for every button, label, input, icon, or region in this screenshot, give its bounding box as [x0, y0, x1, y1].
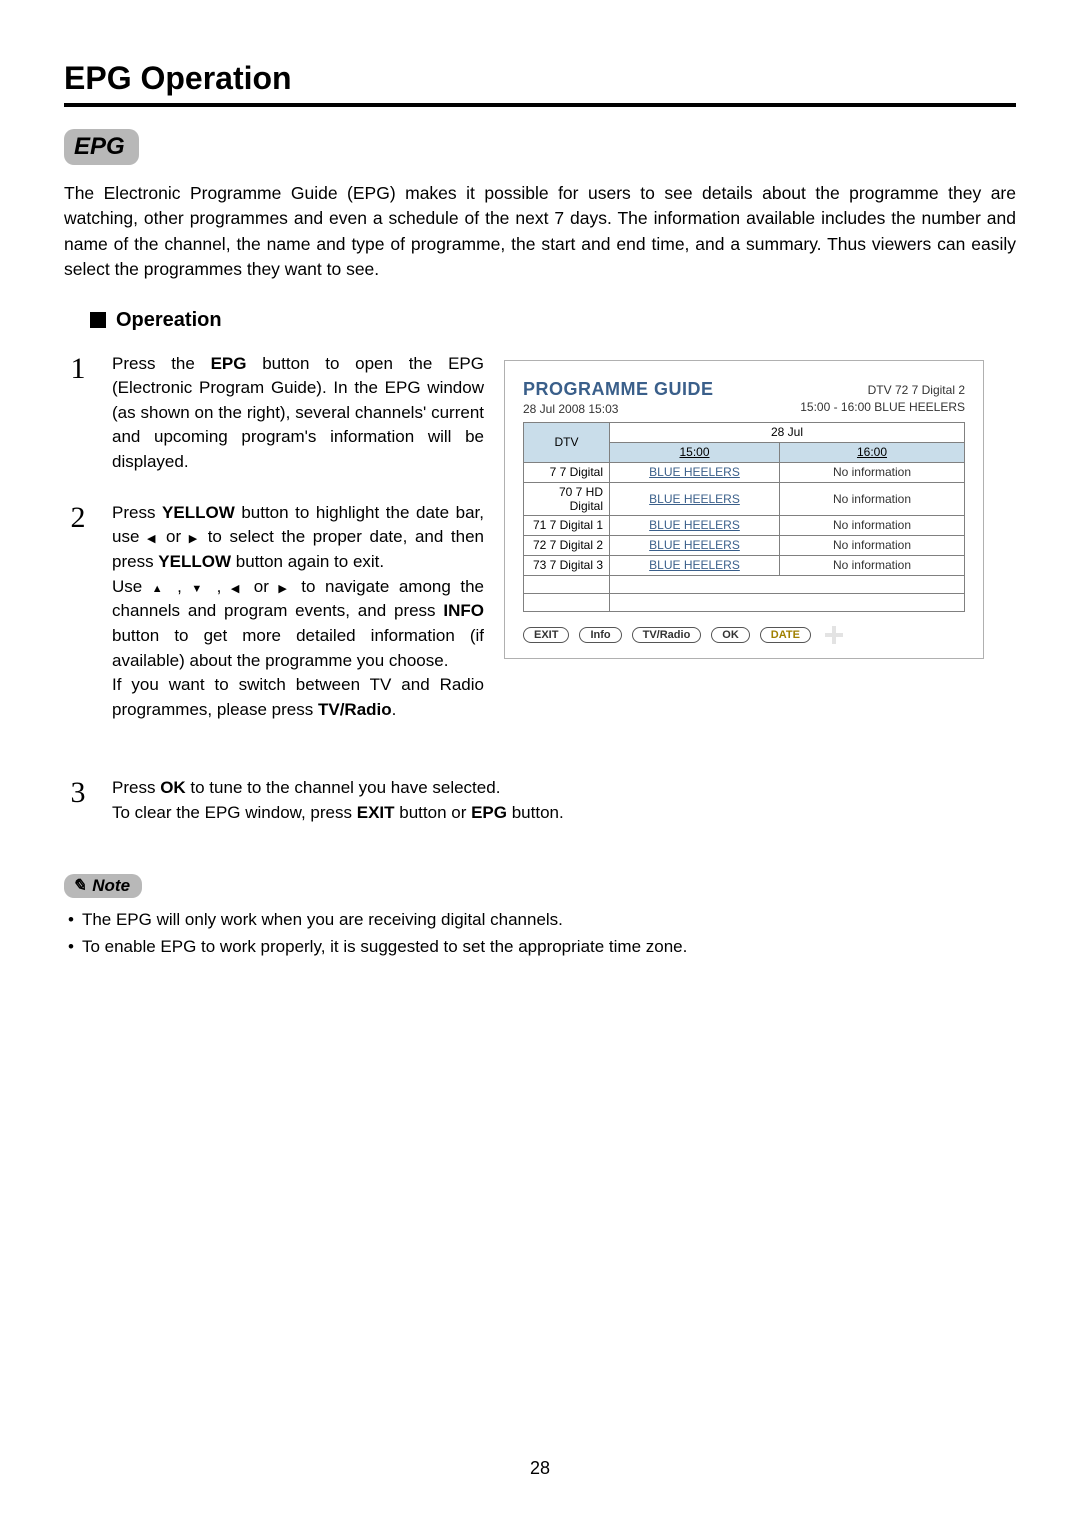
epg-programme: BLUE HEELERS	[610, 462, 780, 482]
epg-row: 73 7 Digital 3BLUE HEELERSNo information	[524, 555, 965, 575]
epg-programme: BLUE HEELERS	[610, 535, 780, 555]
epg-date-span: 28 Jul	[610, 422, 965, 442]
epg-channel: 72 7 Digital 2	[524, 535, 610, 555]
date-button[interactable]: DATE	[760, 627, 811, 643]
exit-button[interactable]: EXIT	[523, 627, 569, 643]
epg-screenshot: PROGRAMME GUIDE 28 Jul 2008 15:03 DTV 72…	[504, 360, 984, 659]
steps-column: 1 Press the EPG button to open the EPG (…	[64, 352, 484, 749]
epg-title: PROGRAMME GUIDE	[523, 379, 714, 400]
section-badge: EPG	[64, 129, 139, 165]
step-number: 3	[64, 776, 92, 825]
step-number: 1	[64, 352, 92, 475]
epg-noinfo: No information	[780, 555, 965, 575]
step-2: 2 Press YELLOW button to highlight the d…	[64, 501, 484, 723]
title-rule	[64, 103, 1016, 107]
note-section: ✎ Note The EPG will only work when you a…	[64, 874, 1016, 960]
epg-row: 72 7 Digital 2BLUE HEELERSNo information	[524, 535, 965, 555]
step-body: Press the EPG button to open the EPG (El…	[112, 352, 484, 475]
note-item: To enable EPG to work properly, it is su…	[64, 933, 1016, 960]
epg-current-info: DTV 72 7 Digital 2 15:00 - 16:00 BLUE HE…	[800, 382, 965, 416]
epg-time-1600: 16:00	[780, 442, 965, 462]
epg-datetime: 28 Jul 2008 15:03	[523, 402, 714, 416]
step-body: Press OK to tune to the channel you have…	[112, 776, 564, 825]
epg-row: 71 7 Digital 1BLUE HEELERSNo information	[524, 515, 965, 535]
note-label: Note	[92, 876, 130, 896]
step-body: Press YELLOW button to highlight the dat…	[112, 501, 484, 723]
epg-dtv-header: DTV	[524, 422, 610, 462]
epg-programme: BLUE HEELERS	[610, 515, 780, 535]
epg-channel: 71 7 Digital 1	[524, 515, 610, 535]
epg-programme: BLUE HEELERS	[610, 482, 780, 515]
epg-row: 70 7 HD DigitalBLUE HEELERSNo informatio…	[524, 482, 965, 515]
tvradio-button[interactable]: TV/Radio	[632, 627, 702, 643]
step-number: 2	[64, 501, 92, 723]
page-title: EPG Operation	[64, 60, 1016, 97]
page-number: 28	[0, 1458, 1080, 1479]
epg-channel: 70 7 HD Digital	[524, 482, 610, 515]
note-item: The EPG will only work when you are rece…	[64, 906, 1016, 933]
step-1: 1 Press the EPG button to open the EPG (…	[64, 352, 484, 475]
intro-paragraph: The Electronic Programme Guide (EPG) mak…	[64, 181, 1016, 283]
note-badge: ✎ Note	[64, 874, 142, 898]
epg-button-row: EXIT Info TV/Radio OK DATE	[523, 626, 965, 644]
epg-noinfo: No information	[780, 535, 965, 555]
epg-now-programme: 15:00 - 16:00 BLUE HEELERS	[800, 399, 965, 416]
subheading: Opereation	[64, 309, 1016, 332]
square-bullet-icon	[90, 312, 106, 328]
epg-programme: BLUE HEELERS	[610, 555, 780, 575]
note-list: The EPG will only work when you are rece…	[64, 906, 1016, 960]
epg-noinfo: No information	[780, 515, 965, 535]
step-3: 3 Press OK to tune to the channel you ha…	[64, 776, 1016, 825]
epg-channel: 73 7 Digital 3	[524, 555, 610, 575]
epg-table: DTV 28 Jul 15:00 16:00 7 7 DigitalBLUE H…	[523, 422, 965, 612]
hand-icon: ✎	[72, 876, 86, 896]
epg-row: 7 7 DigitalBLUE HEELERSNo information	[524, 462, 965, 482]
ok-button[interactable]: OK	[711, 627, 750, 643]
info-button[interactable]: Info	[579, 627, 621, 643]
epg-time-1500: 15:00	[610, 442, 780, 462]
epg-channel: 7 7 Digital	[524, 462, 610, 482]
epg-noinfo: No information	[780, 482, 965, 515]
subheading-label: Opereation	[116, 309, 222, 332]
epg-noinfo: No information	[780, 462, 965, 482]
dpad-icon	[825, 626, 843, 644]
epg-source: DTV 72 7 Digital 2	[800, 382, 965, 399]
